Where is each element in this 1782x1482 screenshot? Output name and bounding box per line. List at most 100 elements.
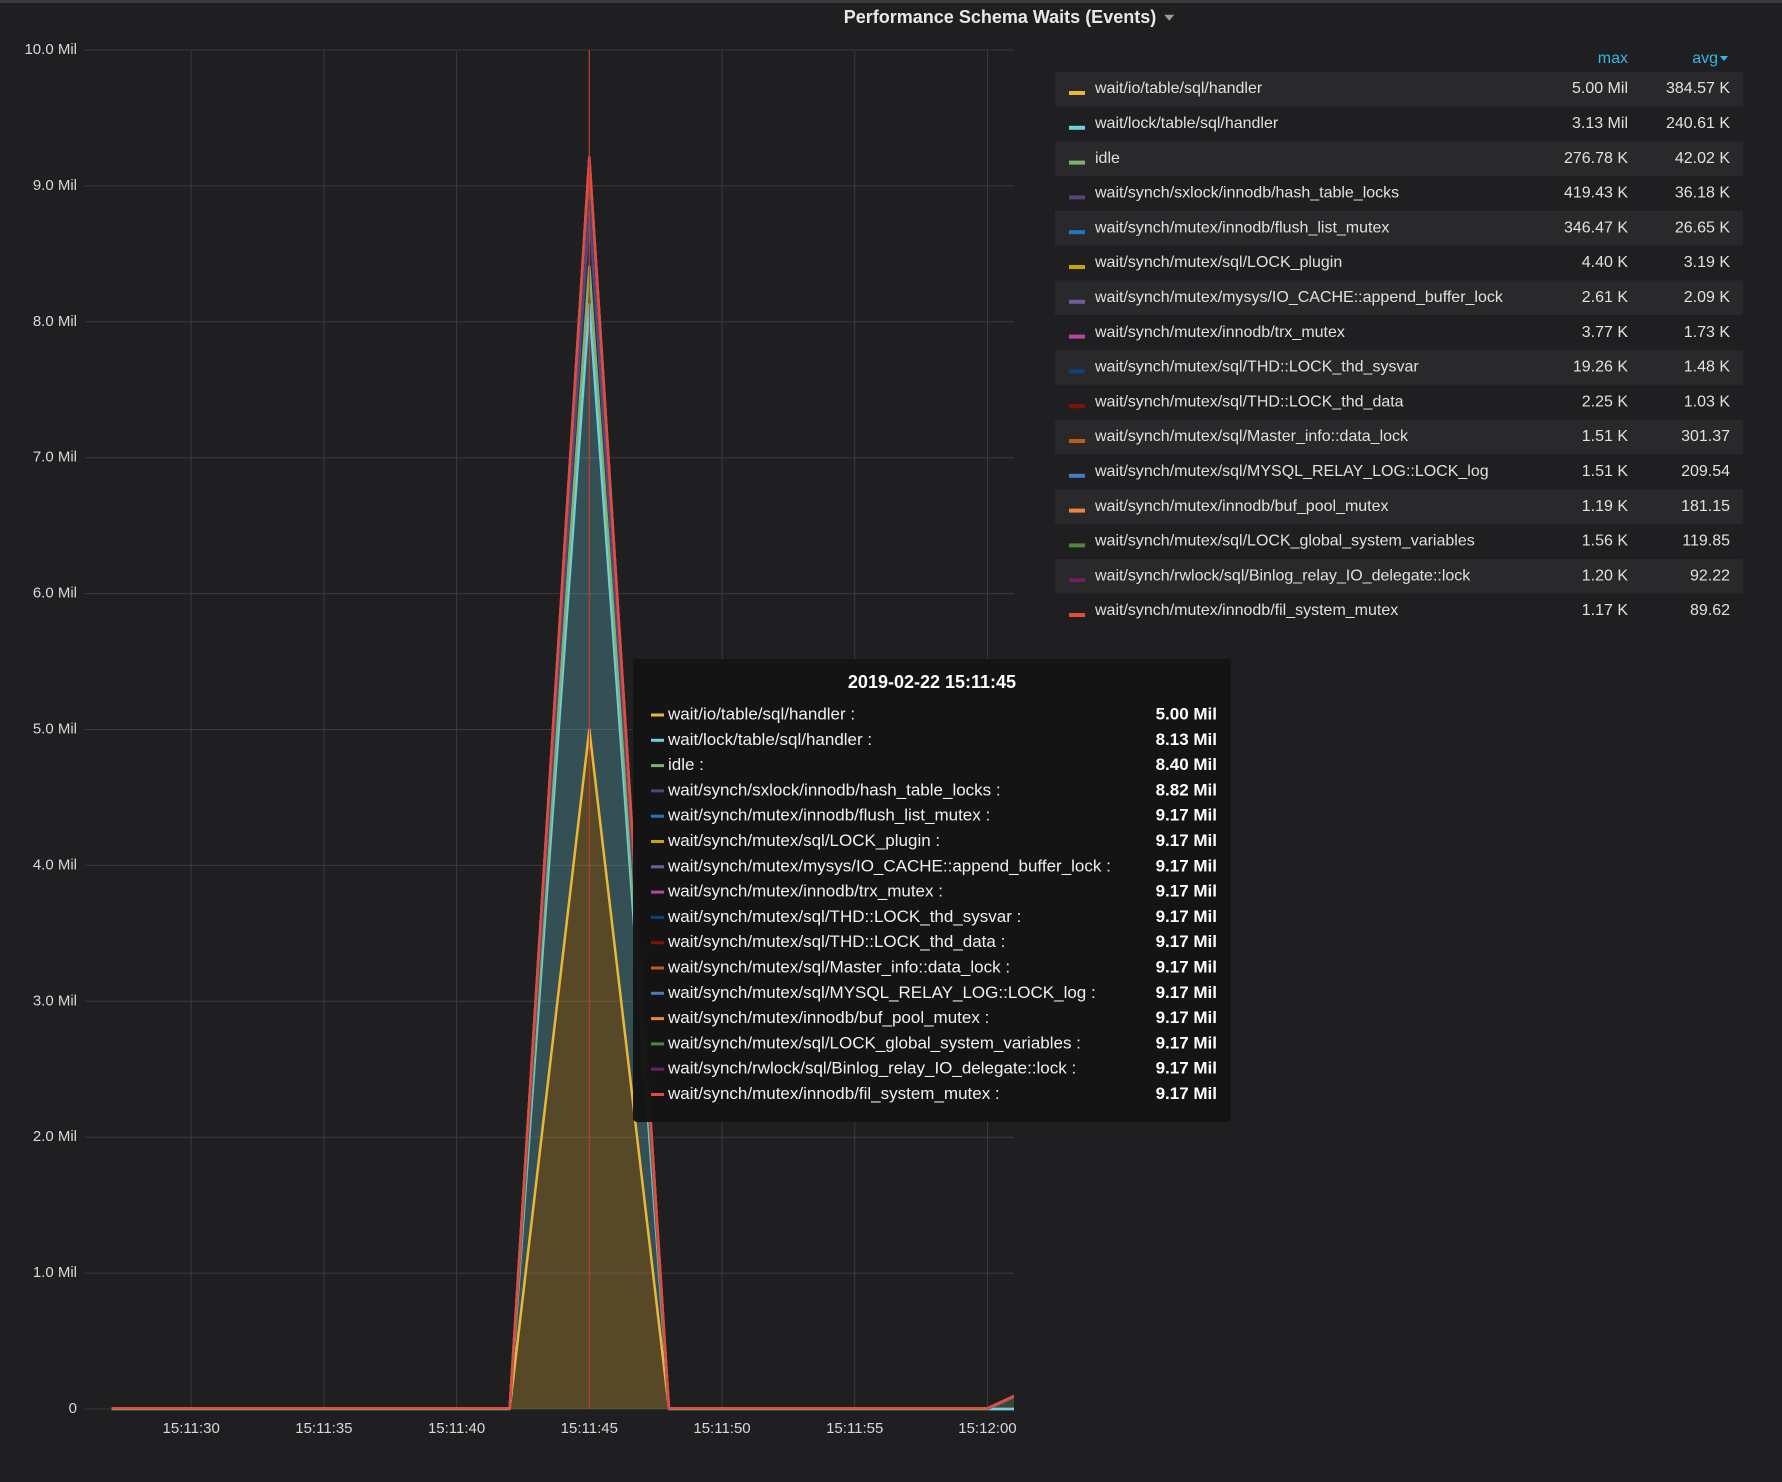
area-fill (111, 304, 1014, 1409)
y-tick-label: 1.0 Mil (33, 1264, 77, 1281)
legend-swatch[interactable] (1069, 230, 1085, 235)
legend-label[interactable]: wait/synch/mutex/innodb/fil_system_mutex (1094, 602, 1398, 619)
y-tick-label: 7.0 Mil (33, 449, 77, 466)
legend-row-background (1055, 350, 1743, 385)
plot-area (111, 50, 1014, 1411)
legend-swatch[interactable] (1069, 508, 1085, 513)
legend-avg: 89.62 (1690, 602, 1730, 619)
legend-row-background (1055, 210, 1743, 246)
legend-swatch[interactable] (1069, 265, 1085, 269)
area-fill (111, 729, 1014, 1409)
legend-label[interactable]: wait/synch/mutex/innodb/buf_pool_mutex (1094, 498, 1389, 515)
legend-label[interactable]: wait/synch/mutex/sql/Master_info::data_l… (1094, 428, 1409, 445)
legend-max: 3.77 K (1582, 324, 1629, 341)
legend-swatch[interactable] (1069, 195, 1085, 200)
legend-avg: 209.54 (1681, 463, 1730, 480)
chart-title[interactable]: Performance Schema Waits (Events) (844, 7, 1156, 27)
legend-label[interactable]: idle (1095, 150, 1120, 167)
tooltip-value: 9.17 Mil (1156, 806, 1217, 825)
legend-avg: 92.22 (1690, 567, 1730, 584)
legend-row-background (1055, 558, 1743, 594)
y-tick-label: 9.0 Mil (33, 177, 77, 194)
legend-header[interactable]: max (1598, 50, 1628, 67)
legend-label[interactable]: wait/synch/mutex/sql/MYSQL_RELAY_LOG::LO… (1094, 463, 1489, 480)
title-menu-caret[interactable] (1164, 14, 1175, 21)
legend-label[interactable]: wait/synch/mutex/innodb/flush_list_mutex (1094, 219, 1389, 236)
legend-swatch[interactable] (1069, 578, 1085, 583)
tooltip-value: 8.13 Mil (1156, 730, 1217, 749)
legend-avg: 1.03 K (1684, 393, 1731, 410)
legend-swatch[interactable] (1069, 334, 1085, 339)
tooltip-label: wait/synch/mutex/sql/MYSQL_RELAY_LOG::LO… (667, 983, 1096, 1002)
legend-max: 1.56 K (1582, 533, 1629, 550)
legend-max: 419.43 K (1564, 185, 1628, 202)
legend-label[interactable]: wait/synch/rwlock/sql/Binlog_relay_IO_de… (1094, 567, 1471, 584)
tooltip-swatch (651, 738, 664, 742)
tooltip-value: 9.17 Mil (1156, 882, 1217, 901)
legend-row-background (1055, 280, 1743, 316)
tooltip-value: 9.17 Mil (1156, 831, 1217, 850)
legend-label[interactable]: wait/synch/sxlock/innodb/hash_table_lock… (1094, 185, 1399, 202)
tooltip-value: 9.17 Mil (1156, 856, 1217, 875)
legend-swatch[interactable] (1069, 473, 1085, 478)
legend-row-background (1055, 489, 1743, 524)
legend-label[interactable]: wait/synch/mutex/sql/THD::LOCK_thd_sysva… (1094, 359, 1419, 376)
legend-label[interactable]: wait/synch/mutex/sql/LOCK_plugin (1094, 254, 1342, 271)
legend-max: 1.17 K (1582, 602, 1629, 619)
legend-swatch[interactable] (1069, 369, 1085, 374)
legend-header[interactable]: avg (1692, 50, 1718, 67)
legend-label[interactable]: wait/lock/table/sql/handler (1094, 115, 1279, 132)
legend-max: 1.19 K (1582, 498, 1629, 515)
tooltip-value: 9.17 Mil (1156, 1059, 1217, 1078)
grid (85, 49, 1014, 1410)
legend-swatch[interactable] (1069, 543, 1085, 548)
legend-label[interactable]: wait/synch/mutex/sql/LOCK_global_system_… (1094, 533, 1475, 550)
legend-swatch[interactable] (1069, 299, 1085, 304)
legend-swatch[interactable] (1069, 91, 1085, 95)
tooltip-value: 8.40 Mil (1156, 755, 1217, 774)
legend-row-background (1055, 71, 1743, 107)
y-tick-label: 4.0 Mil (33, 856, 77, 873)
tooltip-swatch (651, 713, 664, 717)
tooltip-swatch (651, 1017, 664, 1021)
legend-max: 3.13 Mil (1572, 115, 1628, 132)
tooltip-value: 9.17 Mil (1156, 957, 1217, 976)
legend-avg: 3.19 K (1684, 254, 1731, 271)
legend-label[interactable]: wait/io/table/sql/handler (1094, 80, 1263, 97)
legend-avg: 301.37 (1681, 428, 1730, 445)
legend-swatch[interactable] (1069, 160, 1085, 165)
x-tick-label: 15:11:35 (295, 1420, 352, 1437)
tooltip-swatch (651, 966, 664, 970)
legend-swatch[interactable] (1069, 404, 1085, 409)
tooltip-label: wait/synch/mutex/innodb/flush_list_mutex… (667, 806, 990, 825)
legend-label[interactable]: wait/synch/mutex/innodb/trx_mutex (1094, 324, 1345, 341)
legend-avg: 181.15 (1681, 498, 1730, 515)
tooltip-label: wait/synch/mutex/innodb/fil_system_mutex… (667, 1084, 1000, 1103)
y-tick-label: 10.0 Mil (24, 41, 77, 58)
legend-avg: 2.09 K (1684, 289, 1731, 306)
x-tick-label: 15:12:00 (958, 1420, 1016, 1437)
legend-label[interactable]: wait/synch/mutex/sql/THD::LOCK_thd_data (1094, 393, 1404, 410)
tooltip-label: wait/synch/mutex/sql/Master_info::data_l… (667, 957, 1010, 976)
legend-max: 346.47 K (1564, 219, 1628, 236)
tooltip-swatch (651, 789, 664, 793)
tooltip-swatch (651, 814, 664, 818)
tooltip-label: wait/synch/mutex/innodb/buf_pool_mutex : (667, 1008, 989, 1027)
tooltip-label: wait/synch/mutex/mysys/IO_CACHE::append_… (667, 856, 1111, 875)
legend-label[interactable]: wait/synch/mutex/mysys/IO_CACHE::append_… (1094, 289, 1504, 306)
legend-max: 2.61 K (1582, 289, 1629, 306)
legend-swatch[interactable] (1069, 439, 1085, 443)
legend-swatch[interactable] (1069, 613, 1085, 617)
y-tick-label: 3.0 Mil (33, 992, 77, 1009)
legend-max: 276.78 K (1564, 150, 1628, 167)
tooltip-swatch (651, 1042, 664, 1046)
tooltip-label: wait/synch/sxlock/innodb/hash_table_lock… (667, 780, 1001, 799)
legend-max: 2.25 K (1582, 393, 1629, 410)
legend-swatch[interactable] (1069, 125, 1085, 130)
tooltip-label: wait/synch/mutex/innodb/trx_mutex : (667, 882, 943, 901)
legend-avg: 240.61 K (1666, 115, 1730, 132)
x-tick-label: 15:11:45 (561, 1420, 618, 1437)
legend-max: 19.26 K (1573, 359, 1628, 376)
sort-caret[interactable] (1720, 56, 1728, 61)
